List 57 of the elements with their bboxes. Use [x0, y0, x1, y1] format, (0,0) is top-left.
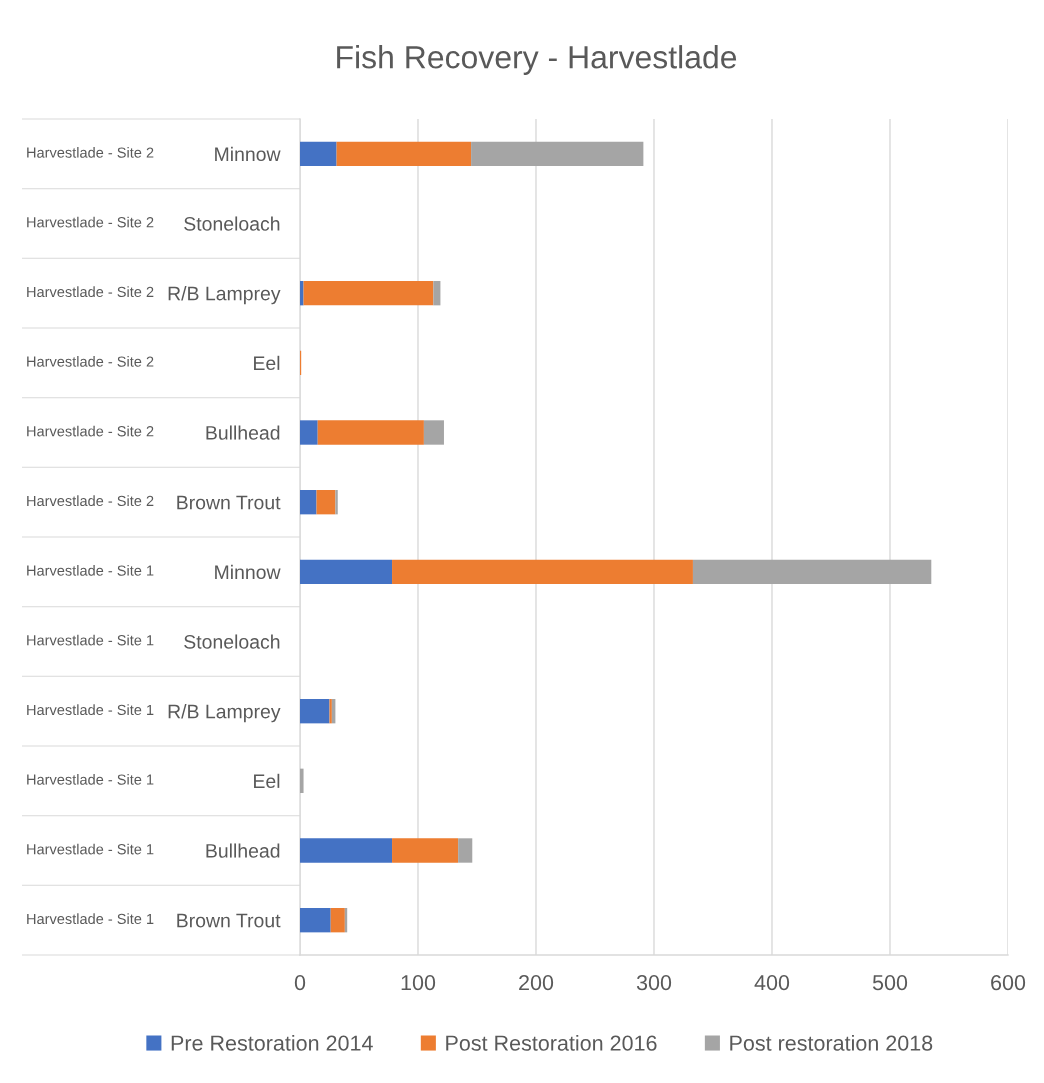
bar: [300, 141, 337, 167]
y-tick-label: R/B Lamprey: [168, 704, 281, 723]
bar: [433, 280, 441, 306]
chart-title: Fish Recovery - Harvestlade: [337, 45, 737, 75]
y2-tick-label: Harvestlade - Site 1: [27, 634, 154, 646]
x-tick-label: 400: [754, 975, 790, 991]
y2-tick-label: Harvestlade - Site 2: [27, 216, 154, 228]
x-tick-label: 500: [872, 975, 908, 991]
x-tick-label: 0: [294, 975, 306, 991]
bar: [692, 559, 932, 585]
y-tick-label: Brown Trout: [177, 913, 281, 928]
bar: [300, 838, 393, 863]
bar: [330, 907, 345, 933]
y2-tick-label: Harvestlade - Site 2: [27, 495, 154, 507]
y2-tick-label: Harvestlade - Site 2: [27, 147, 154, 158]
y-tick-label: Stoneloach: [184, 216, 280, 231]
bar: [317, 420, 424, 445]
bar: [471, 141, 644, 167]
bar: [392, 838, 459, 863]
y-tick-label: Eel: [254, 355, 280, 371]
y-tick-label: Eel: [254, 773, 280, 789]
y2-tick-label: Harvestlade - Site 2: [27, 425, 154, 437]
legend-label: Post restoration 2018: [730, 1034, 933, 1051]
y-tick-label: R/B Lamprey: [168, 286, 281, 305]
x-tick-label: 600: [991, 975, 1026, 991]
bar: [336, 141, 472, 167]
y2-tick-label: Harvestlade - Site 1: [27, 565, 154, 576]
y-tick-label: Bullhead: [206, 843, 280, 858]
y2-tick-label: Harvestlade - Site 1: [27, 913, 154, 925]
y2-tick-label: Harvestlade - Site 1: [27, 774, 154, 785]
bar: [300, 280, 304, 306]
x-tick-label: 300: [636, 975, 672, 991]
bar: [458, 838, 473, 863]
y-tick-label: Minnow: [215, 564, 281, 580]
y-tick-label: Stoneloach: [184, 634, 280, 649]
bar: [300, 698, 330, 724]
x-tick-label: 200: [519, 975, 554, 991]
y2-tick-label: Harvestlade - Site 2: [27, 356, 154, 367]
y2-tick-label: Harvestlade - Site 2: [27, 286, 154, 298]
y-tick-label: Minnow: [215, 146, 281, 162]
bar: [300, 559, 393, 585]
bar: [300, 420, 318, 445]
bar: [300, 768, 304, 794]
bar: [316, 489, 336, 515]
bar: [303, 280, 434, 306]
bar: [423, 420, 444, 445]
x-tick-label: 100: [401, 975, 436, 991]
legend-label: Pre Restoration 2014: [171, 1034, 373, 1051]
y-tick-label: Bullhead: [206, 425, 280, 440]
bar: [300, 907, 331, 933]
bar: [300, 489, 317, 515]
y2-tick-label: Harvestlade - Site 1: [27, 843, 154, 855]
legend-label: Post Restoration 2016: [446, 1034, 657, 1051]
y-tick-label: Brown Trout: [177, 495, 281, 510]
y2-tick-label: Harvestlade - Site 1: [27, 704, 154, 716]
bar: [335, 489, 338, 515]
bar: [392, 559, 693, 585]
